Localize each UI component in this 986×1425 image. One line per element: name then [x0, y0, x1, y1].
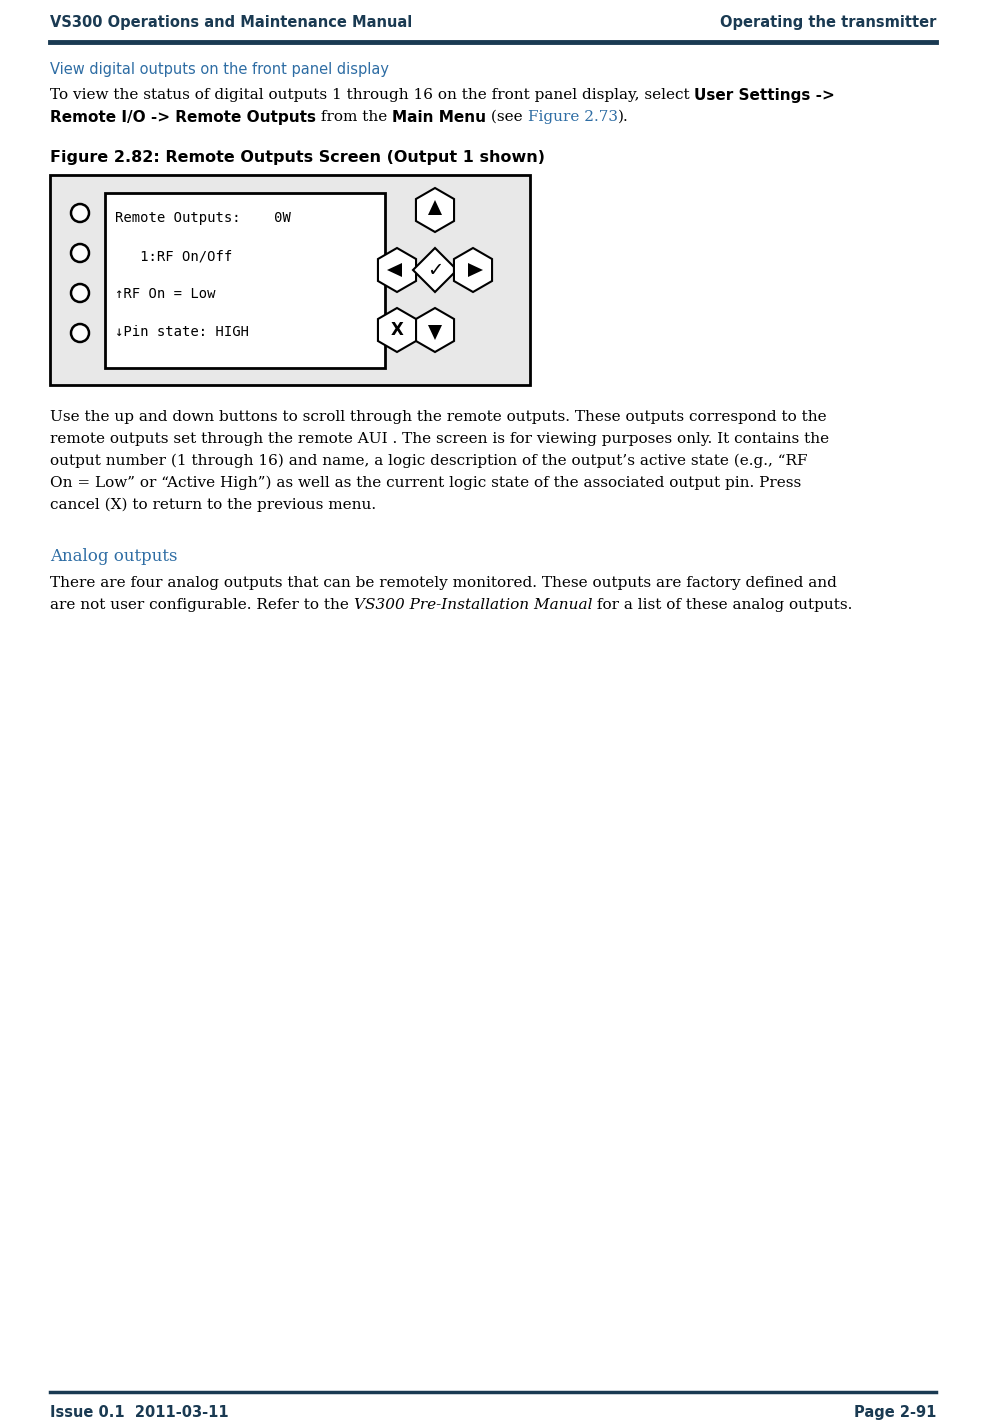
Text: Issue 0.1  2011-03-11: Issue 0.1 2011-03-11 [50, 1405, 229, 1419]
Bar [105, 192, 385, 368]
Text: Figure 2.82: Remote Outputs Screen (Output 1 shown): Figure 2.82: Remote Outputs Screen (Outp… [50, 150, 545, 165]
Text: ↑RF On = Low: ↑RF On = Low [115, 286, 216, 301]
Text: Analog outputs: Analog outputs [50, 549, 177, 564]
Text: X: X [390, 321, 403, 339]
Text: output number (1 through 16) and name, a logic description of the output’s activ: output number (1 through 16) and name, a… [50, 455, 808, 469]
Polygon shape [454, 248, 492, 292]
Text: Main Menu: Main Menu [392, 110, 486, 125]
Text: User Settings ->: User Settings -> [694, 88, 835, 103]
Text: from the: from the [316, 110, 392, 124]
Text: (see: (see [486, 110, 528, 124]
Text: Remote Outputs:    0W: Remote Outputs: 0W [115, 211, 291, 225]
Text: ).: ). [617, 110, 628, 124]
Polygon shape [468, 264, 483, 276]
Text: ✓: ✓ [427, 261, 443, 279]
Text: remote outputs set through the remote AUI . The screen is for viewing purposes o: remote outputs set through the remote AU… [50, 432, 829, 446]
Circle shape [71, 204, 89, 222]
Text: 1:RF On/Off: 1:RF On/Off [115, 249, 233, 264]
Polygon shape [413, 248, 457, 292]
Text: Figure 2.73: Figure 2.73 [528, 110, 617, 124]
Text: cancel (X) to return to the previous menu.: cancel (X) to return to the previous men… [50, 497, 376, 513]
Text: ↓Pin state: HIGH: ↓Pin state: HIGH [115, 325, 249, 339]
Text: for a list of these analog outputs.: for a list of these analog outputs. [593, 598, 853, 611]
Bar [50, 175, 530, 385]
Polygon shape [387, 264, 402, 276]
Text: There are four analog outputs that can be remotely monitored. These outputs are : There are four analog outputs that can b… [50, 576, 837, 590]
Polygon shape [378, 248, 416, 292]
Text: Page 2-91: Page 2-91 [854, 1405, 936, 1419]
Circle shape [71, 244, 89, 262]
Text: VS300 Pre-Installation Manual: VS300 Pre-Installation Manual [354, 598, 593, 611]
Text: are not user configurable. Refer to the: are not user configurable. Refer to the [50, 598, 354, 611]
Polygon shape [428, 200, 442, 215]
Text: Operating the transmitter: Operating the transmitter [720, 16, 936, 30]
Text: Use the up and down buttons to scroll through the remote outputs. These outputs : Use the up and down buttons to scroll th… [50, 410, 826, 425]
Text: Remote I/O -> Remote Outputs: Remote I/O -> Remote Outputs [50, 110, 316, 125]
Text: View digital outputs on the front panel display: View digital outputs on the front panel … [50, 63, 389, 77]
Text: VS300 Operations and Maintenance Manual: VS300 Operations and Maintenance Manual [50, 16, 412, 30]
Circle shape [71, 323, 89, 342]
Text: To view the status of digital outputs 1 through 16 on the front panel display, s: To view the status of digital outputs 1 … [50, 88, 694, 103]
Circle shape [71, 284, 89, 302]
Polygon shape [378, 308, 416, 352]
Text: On = Low” or “Active High”) as well as the current logic state of the associated: On = Low” or “Active High”) as well as t… [50, 476, 802, 490]
Polygon shape [416, 188, 454, 232]
Polygon shape [416, 308, 454, 352]
Polygon shape [428, 325, 442, 341]
